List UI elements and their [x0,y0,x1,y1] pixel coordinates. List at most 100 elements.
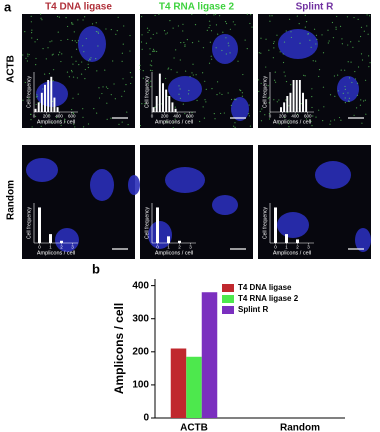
signal-dot [234,122,236,124]
x-tick-label: 1 [49,245,52,250]
signal-dot [273,99,275,101]
signal-dot [234,24,236,26]
signal-dot [225,22,228,25]
signal-dot [81,61,83,63]
y-tick-label: 300 [132,313,149,324]
y-tick-label: 400 [132,280,149,291]
signal-dot [151,69,153,72]
signal-dot [87,66,89,69]
signal-dot [165,33,167,35]
signal-dot [42,88,44,90]
signal-dot [208,62,211,64]
signal-dot [260,52,262,54]
signal-dot [59,119,61,121]
signal-dot [188,89,190,92]
signal-dot [25,57,27,59]
micrograph [139,13,253,129]
signal-dot [221,49,223,52]
x-tick-label: 600 [68,114,76,119]
signal-dot [27,53,29,55]
bar [186,356,202,418]
signal-dot [344,85,346,88]
signal-dot [192,74,194,76]
signal-dot [65,17,67,19]
signal-dot [276,101,278,103]
signal-dot [182,23,184,25]
signal-dot [117,16,119,18]
signal-dot [359,35,362,38]
signal-dot [44,73,46,75]
signal-dot [296,15,298,17]
signal-dot [47,47,49,49]
signal-dot [216,81,219,83]
signal-dot [121,60,123,62]
signal-dot [356,94,359,96]
bar [156,207,159,243]
signal-dot [122,43,124,45]
signal-dot [146,27,149,29]
signal-dot [229,52,231,54]
signal-dot [274,81,277,83]
signal-dot [129,50,131,52]
signal-dot [315,116,317,118]
signal-dot [210,58,213,60]
signal-dot [210,30,213,32]
bar [167,236,170,243]
histogram-bar [171,102,174,112]
signal-dot [369,15,371,17]
signal-dot [348,77,351,79]
signal-dot [31,37,33,39]
signal-dot [52,69,55,71]
signal-dot [105,28,107,30]
nucleus [337,76,359,102]
x-tick-label: 1 [167,245,170,250]
signal-dot [239,89,241,91]
signal-dot [348,97,351,99]
signal-dot [178,85,180,87]
signal-dot [93,107,95,110]
signal-dot [106,102,108,104]
signal-dot [267,98,269,100]
nucleus [128,175,140,195]
signal-dot [342,92,344,94]
signal-dot [340,119,342,121]
y-axis-label: Cell frequency [262,76,268,108]
signal-dot [217,33,219,35]
signal-dot [189,76,191,78]
signal-dot [149,48,151,50]
signal-dot [209,41,211,43]
signal-dot [178,93,180,95]
signal-dot [167,68,169,70]
signal-dot [176,71,178,73]
panel-label: b [92,261,100,276]
x-tick-label: ACTB [180,423,208,432]
signal-dot [110,28,112,31]
signal-dot [145,42,148,44]
signal-dot [276,34,278,36]
signal-dot [278,123,280,125]
signal-dot [267,85,269,87]
signal-dot [104,69,106,71]
signal-dot [249,22,251,25]
row-label: Random [6,180,17,220]
signal-dot [268,118,271,120]
signal-dot [76,77,79,79]
histogram-bar [305,99,308,112]
signal-dot [258,52,260,54]
signal-dot [72,63,74,65]
histogram-bar [50,76,53,112]
signal-dot [180,41,182,44]
signal-dot [142,77,144,79]
signal-dot [368,55,370,57]
signal-dot [154,14,156,17]
signal-dot [312,115,314,117]
signal-dot [56,15,59,18]
signal-dot [358,40,360,42]
bar [38,207,41,243]
signal-dot [45,58,47,60]
signal-dot [153,50,155,52]
column-title: Splint R [296,2,335,13]
signal-dot [240,90,242,92]
signal-dot [82,45,84,47]
signal-dot [101,92,103,95]
